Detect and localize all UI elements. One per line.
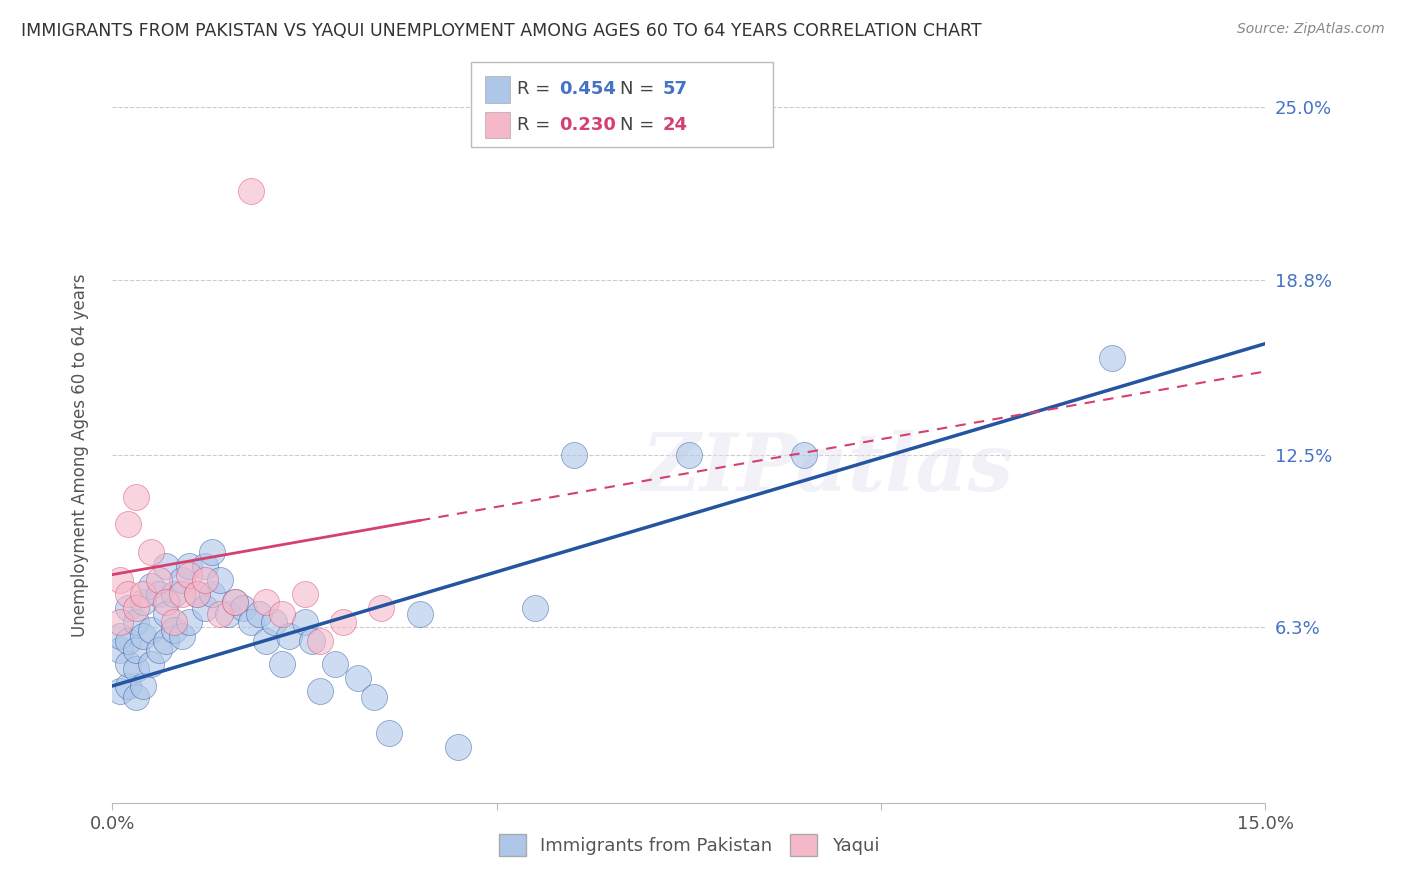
Point (254, 595, 277, 609)
Point (678, 448, 700, 462)
Point (108, 615, 131, 629)
Point (224, 595, 246, 609)
Point (562, 448, 585, 462)
Point (301, 634, 323, 648)
Point (117, 587, 139, 601)
Point (278, 629, 301, 643)
Text: Source: ZipAtlas.com: Source: ZipAtlas.com (1237, 22, 1385, 37)
Point (163, 587, 186, 601)
Point (132, 629, 155, 643)
Point (209, 573, 232, 587)
Point (378, 726, 401, 740)
Point (224, 595, 246, 609)
Point (232, 601, 254, 615)
Text: 0.230: 0.230 (560, 116, 616, 134)
Point (132, 595, 155, 609)
Point (309, 684, 332, 698)
Point (139, 624, 162, 638)
Point (179, 559, 201, 574)
Point (117, 601, 139, 615)
Point (239, 615, 262, 629)
Point (325, 657, 347, 671)
Text: ZIPatlas: ZIPatlas (641, 430, 1014, 508)
Point (332, 615, 354, 629)
Point (201, 587, 224, 601)
Point (139, 545, 162, 559)
Point (155, 595, 177, 609)
Text: R =: R = (517, 80, 557, 98)
Point (139, 657, 162, 671)
Point (270, 657, 292, 671)
Point (194, 601, 217, 615)
Point (124, 601, 146, 615)
Point (124, 615, 146, 629)
Point (309, 634, 332, 648)
Point (263, 615, 285, 629)
Text: N =: N = (620, 116, 659, 134)
Text: 57: 57 (662, 80, 688, 98)
Point (247, 607, 270, 621)
Point (117, 679, 139, 693)
Point (347, 671, 370, 685)
Point (124, 690, 146, 704)
Text: N =: N = (620, 80, 659, 98)
Point (155, 634, 177, 648)
Point (294, 587, 316, 601)
Point (108, 684, 131, 698)
Point (108, 642, 131, 657)
Point (270, 607, 292, 621)
Point (793, 448, 815, 462)
Point (170, 629, 193, 643)
Text: R =: R = (517, 116, 557, 134)
Point (524, 601, 547, 615)
Point (163, 615, 186, 629)
Point (117, 634, 139, 648)
Point (254, 634, 277, 648)
Point (124, 642, 146, 657)
Point (294, 615, 316, 629)
Point (163, 624, 186, 638)
Point (370, 601, 392, 615)
Point (124, 662, 146, 676)
Point (117, 517, 139, 532)
Point (148, 573, 170, 587)
Point (1101, 351, 1123, 365)
Point (217, 607, 239, 621)
Point (148, 587, 170, 601)
Point (179, 567, 201, 582)
Point (155, 559, 177, 574)
Y-axis label: Unemployment Among Ages 60 to 64 years: Unemployment Among Ages 60 to 64 years (70, 273, 89, 637)
Point (186, 587, 208, 601)
Point (194, 573, 217, 587)
Point (108, 629, 131, 643)
Point (239, 184, 262, 198)
Text: 0.454: 0.454 (560, 80, 616, 98)
Point (139, 579, 162, 593)
Point (132, 587, 155, 601)
Point (447, 740, 470, 755)
Point (209, 607, 232, 621)
Point (124, 490, 146, 504)
Point (108, 573, 131, 587)
Point (409, 607, 432, 621)
Legend: Immigrants from Pakistan, Yaqui: Immigrants from Pakistan, Yaqui (491, 827, 887, 863)
Point (170, 587, 193, 601)
Point (194, 559, 217, 574)
Point (363, 690, 385, 704)
Point (170, 573, 193, 587)
Point (132, 679, 155, 693)
Text: 24: 24 (662, 116, 688, 134)
Point (155, 607, 177, 621)
Point (148, 642, 170, 657)
Point (201, 545, 224, 559)
Point (117, 657, 139, 671)
Point (186, 587, 208, 601)
Text: IMMIGRANTS FROM PAKISTAN VS YAQUI UNEMPLOYMENT AMONG AGES 60 TO 64 YEARS CORRELA: IMMIGRANTS FROM PAKISTAN VS YAQUI UNEMPL… (21, 22, 981, 40)
Point (179, 615, 201, 629)
